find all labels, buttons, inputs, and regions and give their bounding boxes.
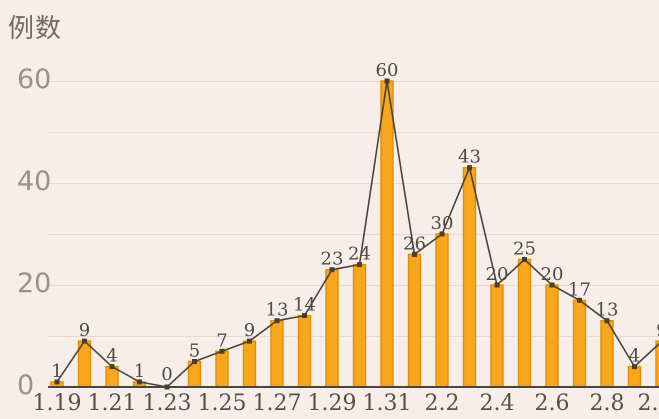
value-label-2.8: 13 — [596, 300, 619, 321]
marker-2.8 — [604, 318, 610, 324]
bar-1.30 — [352, 263, 367, 388]
marker-2.3 — [467, 165, 472, 171]
bar-2.7 — [572, 299, 587, 388]
value-label-1.20: 9 — [79, 320, 90, 341]
value-label-2.2: 30 — [431, 213, 454, 234]
value-label-1.28: 14 — [293, 295, 316, 316]
value-label-1.22: 1 — [134, 361, 145, 382]
marker-2.5 — [522, 257, 527, 262]
marker-1.29 — [329, 267, 335, 273]
y-tick-0: 0 — [17, 370, 34, 401]
marker-1.25 — [219, 348, 225, 354]
bar-2.6 — [545, 284, 559, 388]
value-label-1.25: 7 — [216, 330, 227, 351]
marker-1.22 — [137, 379, 142, 385]
x-tick-1.21: 1.21 — [88, 391, 137, 416]
marker-1.27 — [274, 318, 280, 324]
value-label-1.21: 4 — [106, 346, 117, 367]
bar-2.8 — [600, 320, 614, 388]
marker-2.9 — [632, 364, 637, 370]
bar-1.26 — [242, 340, 257, 388]
marker-2.7 — [577, 297, 582, 303]
bar-1.28 — [297, 314, 312, 388]
x-tick-1.31: 1.31 — [363, 391, 412, 416]
marker-2.6 — [549, 282, 555, 288]
y-axis-title: 例数 — [8, 14, 63, 44]
marker-1.31 — [384, 78, 390, 84]
bar-2.4 — [490, 284, 504, 388]
value-label-1.30: 24 — [348, 244, 371, 265]
marker-1.20 — [82, 338, 87, 344]
x-tick-1.19: 1.19 — [33, 391, 82, 416]
value-label-2.4: 20 — [486, 264, 509, 285]
marker-2.1 — [412, 251, 417, 257]
value-label-1.19: 1 — [51, 361, 62, 382]
bar-1.27 — [270, 320, 284, 388]
bar-2.1 — [407, 253, 422, 388]
y-tick-60: 60 — [17, 64, 51, 95]
bar-2.5 — [517, 258, 532, 388]
x-tick-1.29: 1.29 — [308, 391, 357, 416]
bar-2.3 — [462, 166, 477, 388]
marker-1.28 — [302, 313, 307, 319]
x-tick-2.10: 2.10 — [638, 391, 659, 416]
value-label-2.10: 9 — [656, 320, 659, 341]
x-tick-1.27: 1.27 — [253, 391, 302, 416]
bar-1.29 — [325, 269, 339, 388]
value-label-2.7: 17 — [568, 279, 591, 300]
bar-1.25 — [215, 350, 229, 388]
y-tick-40: 40 — [17, 166, 51, 197]
value-label-2.1: 26 — [403, 233, 426, 254]
value-label-1.29: 23 — [321, 249, 344, 270]
value-label-1.23: 0 — [161, 364, 172, 385]
value-label-1.26: 9 — [244, 320, 255, 341]
marker-1.19 — [54, 379, 60, 385]
value-label-2.6: 20 — [541, 264, 564, 285]
value-label-1.31: 60 — [376, 60, 399, 81]
bar-1.31 — [380, 80, 394, 388]
x-tick-2.8: 2.8 — [590, 391, 625, 416]
marker-1.21 — [109, 364, 115, 370]
x-tick-1.25: 1.25 — [198, 391, 247, 416]
x-tick-2.2: 2.2 — [425, 391, 460, 416]
marker-2.4 — [494, 282, 500, 288]
y-tick-20: 20 — [17, 268, 51, 299]
value-label-2.3: 43 — [458, 147, 481, 168]
value-label-1.24: 5 — [189, 341, 200, 362]
value-label-2.9: 4 — [629, 346, 640, 367]
x-tick-2.6: 2.6 — [535, 391, 570, 416]
marker-1.24 — [192, 359, 197, 364]
bar-2.2 — [435, 233, 449, 388]
marker-2.2 — [439, 231, 445, 237]
value-label-1.27: 13 — [266, 300, 289, 321]
x-tick-2.4: 2.4 — [480, 391, 515, 416]
x-tick-1.23: 1.23 — [143, 391, 192, 416]
marker-1.30 — [357, 262, 362, 268]
bar-2.10 — [655, 340, 659, 388]
marker-1.26 — [247, 338, 252, 344]
bar-2.9 — [627, 365, 642, 388]
marker-1.23 — [164, 384, 170, 390]
value-label-2.5: 25 — [513, 239, 536, 260]
